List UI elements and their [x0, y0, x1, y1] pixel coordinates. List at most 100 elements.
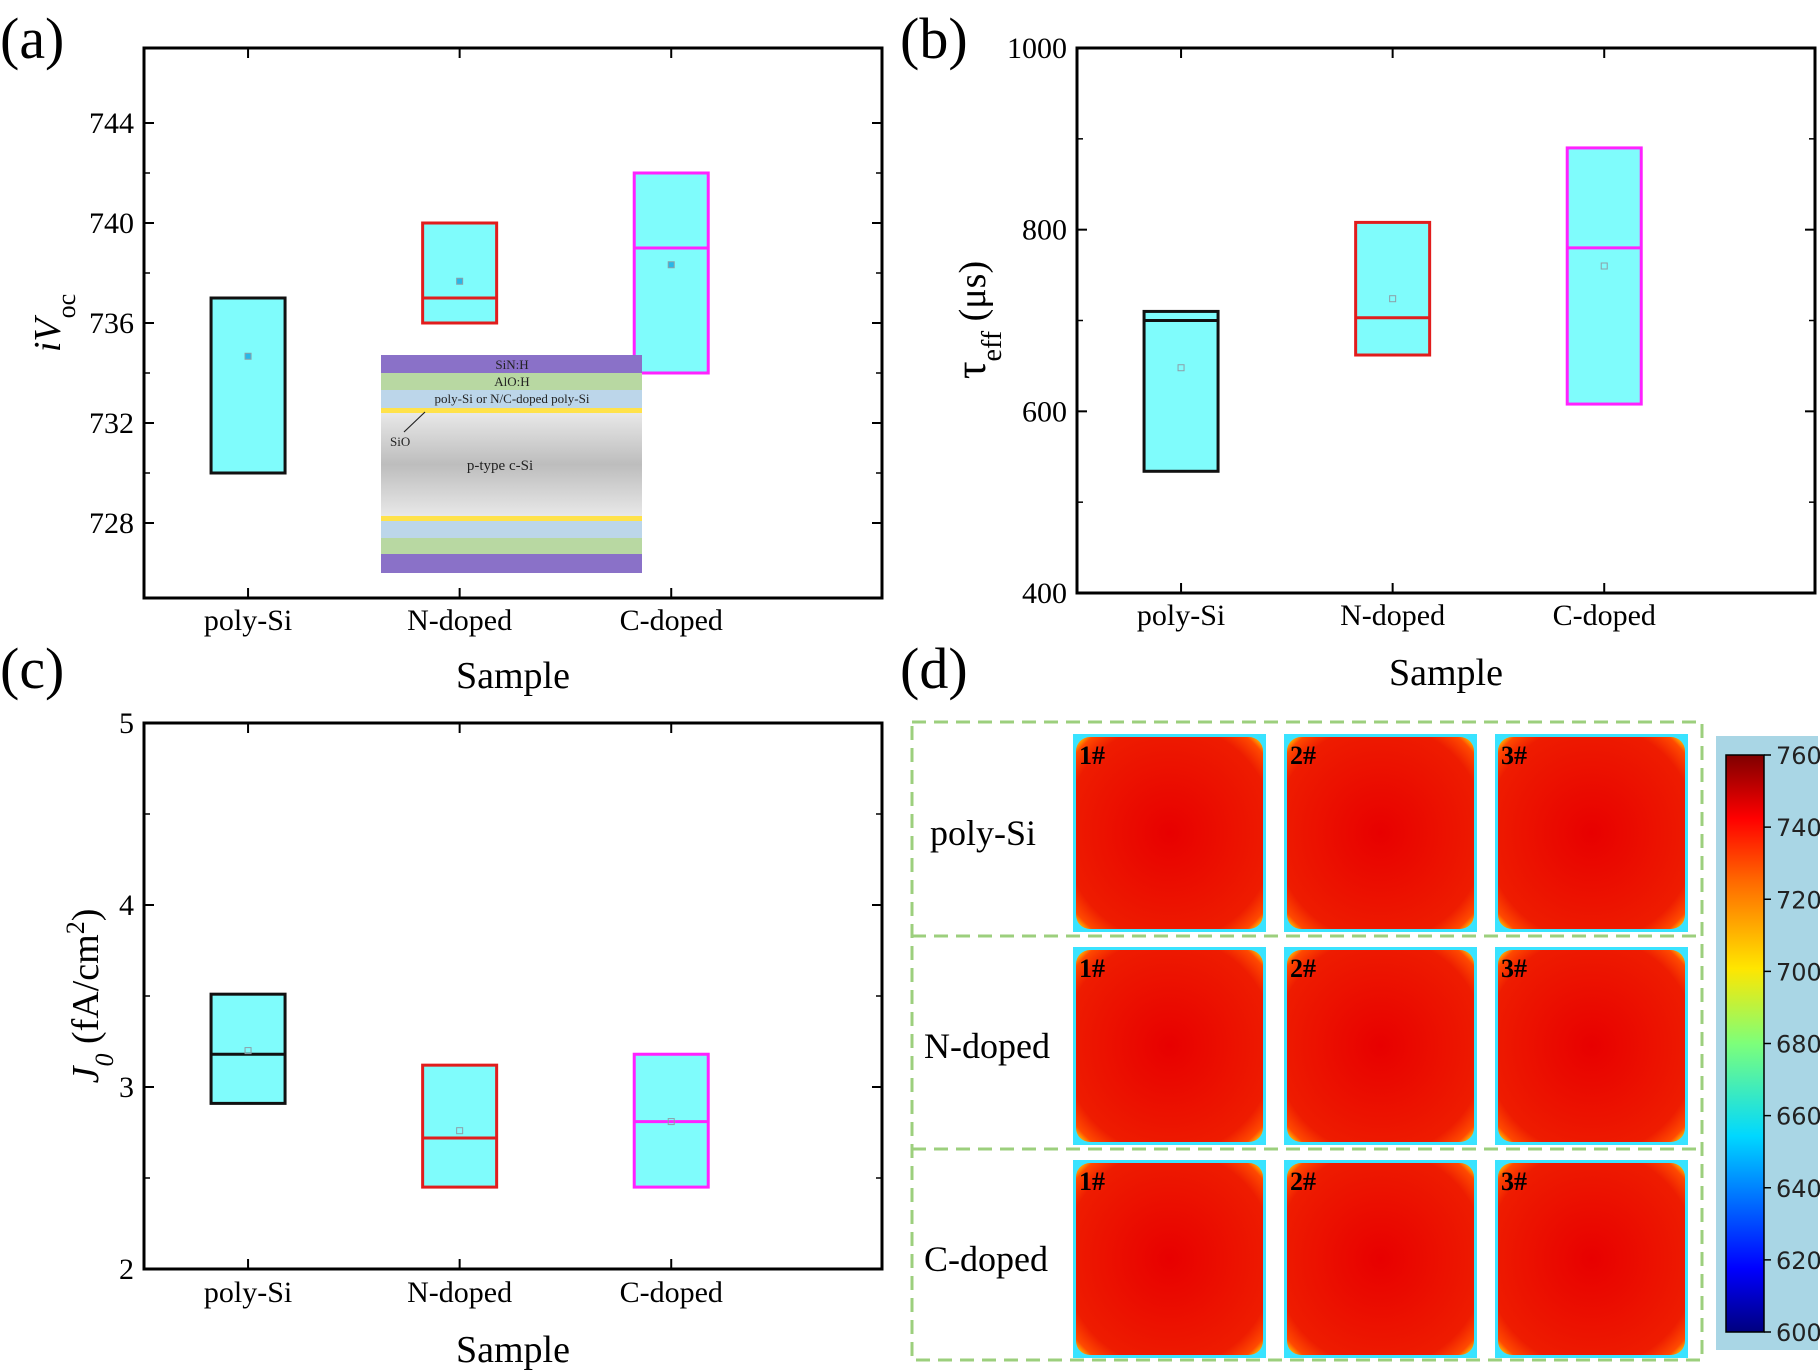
- mean-poly-Si: [244, 352, 252, 360]
- mean-poly-Si: [1177, 364, 1185, 372]
- box-C-doped: [1565, 146, 1643, 406]
- panel-b-letter: (b): [900, 6, 968, 71]
- y-axis-label-c-main: J: [65, 1064, 107, 1083]
- box-C-doped: [632, 171, 710, 375]
- map-cell-N-doped-3#: [1498, 950, 1685, 1142]
- x-tick-label-poly-Si: poly-Si: [204, 1276, 292, 1309]
- y-axis-label-c: J0 (fA/cm2): [61, 909, 119, 1084]
- y-tick-label: 4: [119, 889, 134, 922]
- box-N-doped: [421, 1063, 499, 1189]
- x-tick-label-N-doped: N-doped: [1340, 599, 1445, 632]
- y-axis-label-b-unit: (μs): [952, 261, 994, 331]
- x-tick-label-poly-Si: poly-Si: [204, 604, 292, 637]
- y-axis-label-c-sub: 0: [90, 1054, 119, 1067]
- x-tick-label-C-doped: C-doped: [620, 604, 723, 637]
- stack-inset: SiN:H AlO:H poly-Si or N/C-doped poly-Si…: [381, 355, 642, 573]
- x-tick-label-N-doped: N-doped: [407, 604, 512, 637]
- y-axis-label-c-close: ): [65, 909, 107, 922]
- map-cell-C-doped-3#: [1498, 1163, 1685, 1355]
- mean-C-doped: [667, 261, 675, 269]
- chart-a: 728 732 736 740 744 poly-Si N-doped C-doped SiN…: [27, 46, 884, 697]
- colorbar-tick-label: 600: [1776, 1319, 1820, 1347]
- map-cell-poly-Si-2#: [1287, 737, 1474, 929]
- y-axis-label-b: τeff (μs): [946, 261, 1008, 379]
- y-axis-label-a: iVoc: [27, 294, 81, 352]
- y-axis-label-b-sub: eff: [977, 330, 1008, 361]
- map-tag-N-doped-1#: 1#: [1079, 954, 1105, 983]
- inset-layer-sin: SiN:H: [495, 357, 528, 372]
- y-tick-label: 400: [1022, 577, 1067, 610]
- y-tick-label: 5: [119, 707, 134, 740]
- inset-layer-csi: p-type c-Si: [467, 458, 533, 474]
- inset-sio-label: SiO: [390, 434, 410, 449]
- x-tick-label-C-doped: C-doped: [1553, 599, 1656, 632]
- map-cell-N-doped-2#: [1287, 950, 1474, 1142]
- box-poly-Si: [209, 992, 287, 1105]
- map-cell-C-doped-1#: [1076, 1163, 1263, 1355]
- x-tick-label-C-doped: C-doped: [620, 1276, 723, 1309]
- y-axis-label-a-main: iV: [27, 315, 69, 353]
- panel-c-letter: (c): [0, 636, 64, 701]
- map-row-label-C-doped: C-doped: [924, 1239, 1048, 1279]
- y-tick-label: 1000: [1007, 32, 1067, 65]
- y-axis-label-c-sup: 2: [61, 921, 90, 934]
- mean-C-doped: [667, 1118, 675, 1126]
- colorbar-tick-label: 700: [1776, 958, 1820, 986]
- box-N-doped: [421, 221, 499, 325]
- box-poly-Si: [209, 296, 287, 475]
- inset-layer-poly: poly-Si or N/C-doped poly-Si: [435, 391, 590, 406]
- y-tick-label: 732: [89, 407, 134, 440]
- inset-layer-alo: AlO:H: [494, 374, 529, 389]
- colorbar-tick-label: 740: [1776, 814, 1820, 842]
- mean-C-doped: [1600, 262, 1608, 270]
- x-axis-label-c: Sample: [456, 1329, 570, 1371]
- y-tick-label: 740: [89, 207, 134, 240]
- panel-d-letter: (d): [900, 636, 968, 701]
- x-axis-label-a: Sample: [456, 655, 570, 697]
- colorbar-tick-label: 660: [1776, 1103, 1820, 1131]
- map-cell-poly-Si-3#: [1498, 737, 1685, 929]
- colorbar-tick-label: 680: [1776, 1031, 1820, 1059]
- chart-c: 2 3 4 5 poly-Si N-doped C-doped Sample J0 (fA/…: [61, 707, 884, 1371]
- map-row-label-poly-Si: poly-Si: [930, 813, 1036, 853]
- colorbar-tick-label: 620: [1776, 1247, 1820, 1275]
- colorbar-tick-label: 760: [1776, 742, 1820, 770]
- panel-a-letter: (a): [0, 6, 64, 71]
- map-cell-N-doped-1#: [1076, 950, 1263, 1142]
- map-tag-N-doped-3#: 3#: [1501, 954, 1527, 983]
- mean-N-doped: [456, 1127, 464, 1135]
- x-tick-label-poly-Si: poly-Si: [1137, 599, 1225, 632]
- mean-N-doped: [456, 277, 464, 285]
- y-tick-label: 2: [119, 1253, 134, 1286]
- map-tag-poly-Si-1#: 1#: [1079, 741, 1105, 770]
- x-tick-label-N-doped: N-doped: [407, 1276, 512, 1309]
- map-tag-C-doped-1#: 1#: [1079, 1167, 1105, 1196]
- y-tick-label: 728: [89, 507, 134, 540]
- y-axis-label-c-unit: (fA/cm: [65, 934, 107, 1053]
- colorbar-tick-label: 720: [1776, 886, 1820, 914]
- y-tick-label: 800: [1022, 214, 1067, 247]
- chart-b: 400 600 800 1000 poly-Si N-doped C-doped Sampl…: [946, 32, 1817, 694]
- box-N-doped: [1354, 220, 1432, 357]
- map-tag-poly-Si-3#: 3#: [1501, 741, 1527, 770]
- map-tag-N-doped-2#: 2#: [1290, 954, 1316, 983]
- y-tick-label: 3: [119, 1071, 134, 1104]
- colorbar-tick-label: 640: [1776, 1175, 1820, 1203]
- y-tick-label: 736: [89, 307, 134, 340]
- map-cell-C-doped-2#: [1287, 1163, 1474, 1355]
- y-axis-label-a-sub: oc: [52, 294, 81, 319]
- map-tag-C-doped-3#: 3#: [1501, 1167, 1527, 1196]
- box-poly-Si: [1142, 309, 1220, 473]
- x-axis-label-b: Sample: [1389, 652, 1503, 694]
- map-tag-poly-Si-2#: 2#: [1290, 741, 1316, 770]
- mean-N-doped: [1389, 295, 1397, 303]
- map-frame: [910, 720, 1704, 1362]
- colorbar-gradient: [1725, 754, 1765, 1333]
- map-row-label-N-doped: N-doped: [924, 1026, 1050, 1066]
- y-tick-label: 600: [1022, 395, 1067, 428]
- map-tag-C-doped-2#: 2#: [1290, 1167, 1316, 1196]
- y-axis-label-b-main: τ: [946, 361, 995, 379]
